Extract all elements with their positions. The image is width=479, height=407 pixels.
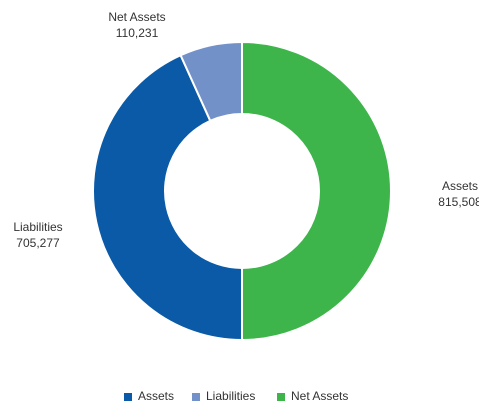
slice-value: 815,508 bbox=[438, 195, 479, 209]
slice-label: Liabilities bbox=[13, 220, 62, 234]
slice-label: Assets bbox=[442, 179, 478, 193]
slice-value: 110,231 bbox=[116, 26, 159, 40]
legend-label: Net Assets bbox=[291, 389, 348, 403]
slice-label: Net Assets bbox=[108, 10, 165, 24]
donut-slice bbox=[241, 40, 392, 342]
donut-slice bbox=[179, 40, 243, 123]
donut-slice bbox=[92, 53, 243, 342]
legend-swatch bbox=[124, 393, 132, 401]
legend-label: Assets bbox=[138, 389, 174, 403]
legend-swatch bbox=[277, 393, 285, 401]
slice-value: 705,277 bbox=[16, 236, 60, 250]
legend-swatch bbox=[192, 393, 200, 401]
legend-label: Liabilities bbox=[206, 389, 255, 403]
